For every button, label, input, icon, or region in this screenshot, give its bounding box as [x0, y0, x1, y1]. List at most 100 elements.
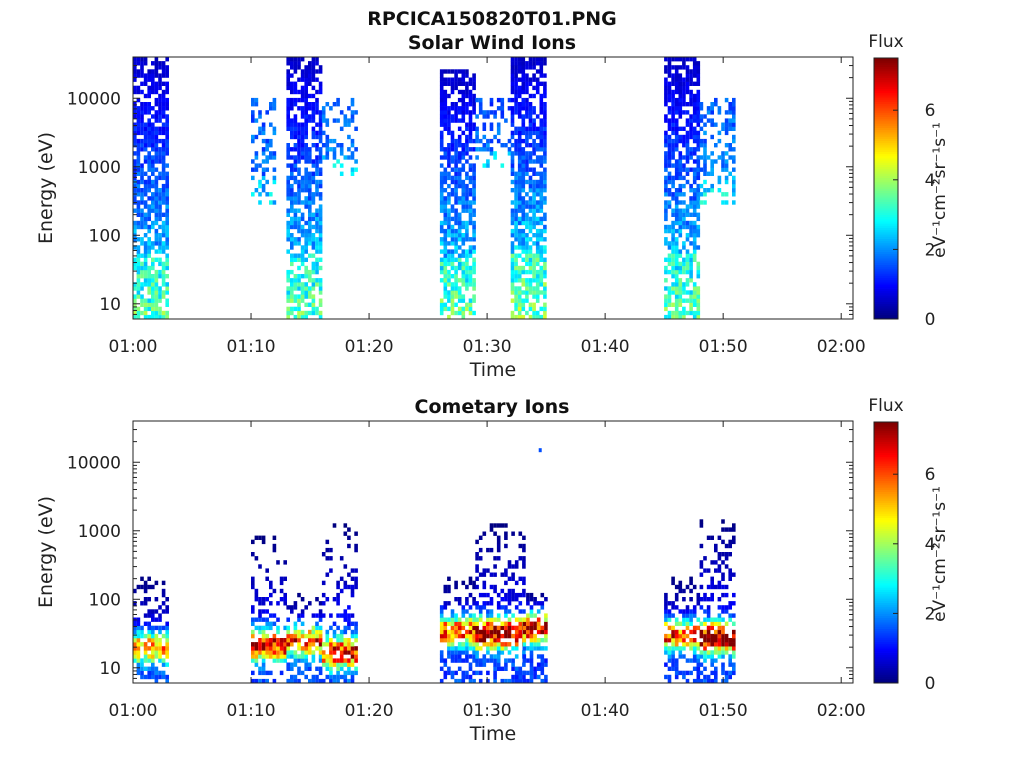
flux-cell — [472, 77, 476, 82]
flux-cell — [500, 110, 505, 115]
flux-cell — [300, 290, 305, 295]
flux-cell — [525, 143, 529, 148]
flux-cell — [489, 621, 494, 626]
flux-cell — [286, 97, 290, 103]
flux-cell — [461, 93, 466, 99]
flux-cell — [532, 106, 536, 111]
flux-cell — [689, 204, 693, 209]
flux-cell — [457, 183, 462, 189]
flux-cell — [450, 167, 455, 172]
flux-cell — [522, 638, 527, 643]
flux-cell — [689, 167, 693, 172]
flux-cell — [510, 257, 515, 262]
flux-cell — [539, 188, 544, 193]
flux-cell — [671, 650, 675, 655]
flux-cell — [521, 183, 526, 189]
flux-cell — [293, 192, 298, 197]
flux-cell — [447, 282, 451, 287]
flux-cell — [290, 147, 294, 152]
flux-cell — [290, 650, 294, 655]
flux-cell — [140, 147, 144, 152]
flux-cell — [692, 179, 697, 185]
flux-cell — [136, 265, 141, 271]
flux-cell — [311, 674, 316, 680]
flux-cell — [514, 274, 518, 279]
flux-cell — [468, 576, 473, 581]
flux-cell — [671, 269, 675, 275]
flux-cell — [543, 143, 547, 148]
flux-cell — [354, 625, 358, 631]
flux-cell — [528, 130, 533, 136]
flux-cell — [667, 175, 672, 181]
colorbar-swatch — [874, 229, 898, 233]
flux-cell — [486, 625, 490, 631]
flux-cell — [315, 69, 319, 74]
flux-cell — [710, 163, 714, 168]
flux-cell — [671, 265, 675, 271]
flux-cell — [664, 65, 668, 70]
flux-cell — [511, 588, 515, 594]
flux-cell — [510, 77, 515, 82]
flux-cell — [300, 73, 305, 78]
flux-cell — [311, 69, 316, 74]
flux-cell — [443, 245, 448, 250]
flux-cell — [544, 617, 548, 622]
flux-cell — [140, 110, 144, 115]
flux-cell — [251, 167, 255, 172]
flux-cell — [475, 654, 479, 659]
flux-cell — [161, 73, 166, 78]
flux-cell — [318, 85, 323, 91]
flux-cell — [315, 179, 319, 185]
flux-cell — [514, 670, 519, 676]
flux-cell — [165, 200, 169, 205]
flux-cell — [347, 646, 351, 651]
flux-cell — [336, 633, 340, 639]
flux-cell — [354, 646, 358, 651]
flux-cell — [706, 617, 711, 622]
flux-cell — [689, 77, 693, 82]
flux-cell — [272, 646, 277, 651]
flux-cell — [143, 224, 148, 230]
flux-cell — [528, 167, 533, 172]
flux-cell — [543, 224, 547, 230]
flux-cell — [528, 126, 533, 131]
flux-cell — [136, 617, 141, 622]
colorbar-swatch — [874, 164, 898, 168]
flux-cell — [529, 625, 534, 631]
flux-cell — [689, 302, 693, 307]
flux-cell — [269, 200, 273, 205]
flux-cell — [457, 228, 462, 234]
flux-cell — [272, 650, 277, 655]
flux-cell — [154, 85, 159, 91]
flux-cell — [143, 147, 148, 152]
flux-cell — [308, 200, 312, 205]
flux-cell — [507, 597, 512, 602]
flux-cell — [147, 274, 151, 279]
flux-cell — [154, 617, 159, 622]
flux-cell — [343, 670, 348, 676]
flux-cell — [254, 151, 259, 156]
flux-cell — [678, 106, 683, 111]
flux-cell — [692, 159, 697, 164]
flux-cell — [147, 77, 151, 82]
flux-cell — [300, 650, 305, 655]
flux-cell — [478, 609, 483, 614]
flux-cell — [685, 155, 690, 160]
flux-cell — [286, 654, 290, 659]
flux-cell — [293, 638, 298, 643]
flux-cell — [308, 151, 312, 156]
flux-cell — [529, 638, 534, 643]
flux-cell — [678, 294, 683, 299]
flux-cell — [272, 200, 277, 205]
flux-cell — [154, 110, 159, 115]
flux-cell — [540, 670, 545, 676]
flux-cell — [261, 629, 266, 635]
flux-cell — [304, 294, 308, 299]
flux-cell — [251, 138, 255, 144]
flux-cell — [151, 69, 155, 74]
flux-cell — [678, 286, 683, 291]
flux-cell — [528, 286, 533, 291]
flux-cell — [468, 306, 473, 312]
flux-cell — [143, 282, 148, 287]
flux-cell — [133, 282, 137, 287]
